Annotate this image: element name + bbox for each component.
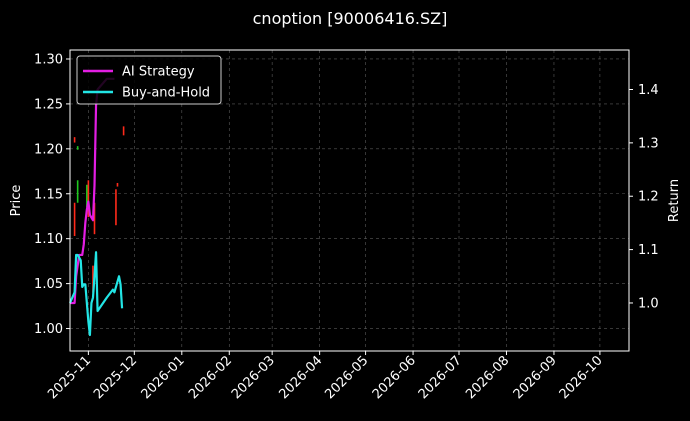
left-tick-label: 1.25 <box>34 97 63 112</box>
left-axis-label: Price <box>9 185 24 217</box>
left-tick-label: 1.15 <box>34 187 63 202</box>
left-y-axis: 1.00 1.05 1.10 1.15 1.20 1.25 1.30 <box>34 52 70 337</box>
legend-label: Buy-and-Hold <box>122 86 210 101</box>
right-axis-label: Return <box>667 179 682 222</box>
candle-mark <box>115 189 117 226</box>
candle-mark <box>73 202 76 236</box>
plot-frame <box>69 49 630 352</box>
right-y-axis: 1.0 1.1 1.2 1.3 1.4 <box>629 83 659 311</box>
right-tick-label: 1.4 <box>638 83 659 98</box>
right-tick-label: 1.0 <box>638 296 659 311</box>
candle-mark <box>73 137 76 143</box>
left-tick-label: 1.10 <box>34 232 63 247</box>
candle-mark <box>122 126 125 136</box>
candle-mark <box>76 146 79 150</box>
candles-layer <box>73 126 125 293</box>
legend: AI Strategy Buy-and-Hold <box>76 55 222 105</box>
chart-title: cnoption [90006416.SZ] <box>253 9 448 28</box>
left-tick-label: 1.30 <box>34 52 63 67</box>
legend-label: AI Strategy <box>122 65 195 80</box>
left-tick-label: 1.20 <box>34 142 63 157</box>
candle-mark <box>86 184 88 208</box>
candle-mark <box>116 182 119 187</box>
series-line-buy-and-hold <box>68 251 124 337</box>
right-tick-label: 1.2 <box>638 190 659 205</box>
candle-mark <box>87 180 90 218</box>
candle-mark <box>93 202 96 235</box>
left-tick-label: 1.00 <box>34 322 63 337</box>
right-tick-label: 1.3 <box>638 136 659 151</box>
left-tick-label: 1.05 <box>34 277 63 292</box>
candle-mark <box>92 265 94 293</box>
right-tick-label: 1.1 <box>638 243 659 258</box>
candle-mark <box>76 180 79 203</box>
